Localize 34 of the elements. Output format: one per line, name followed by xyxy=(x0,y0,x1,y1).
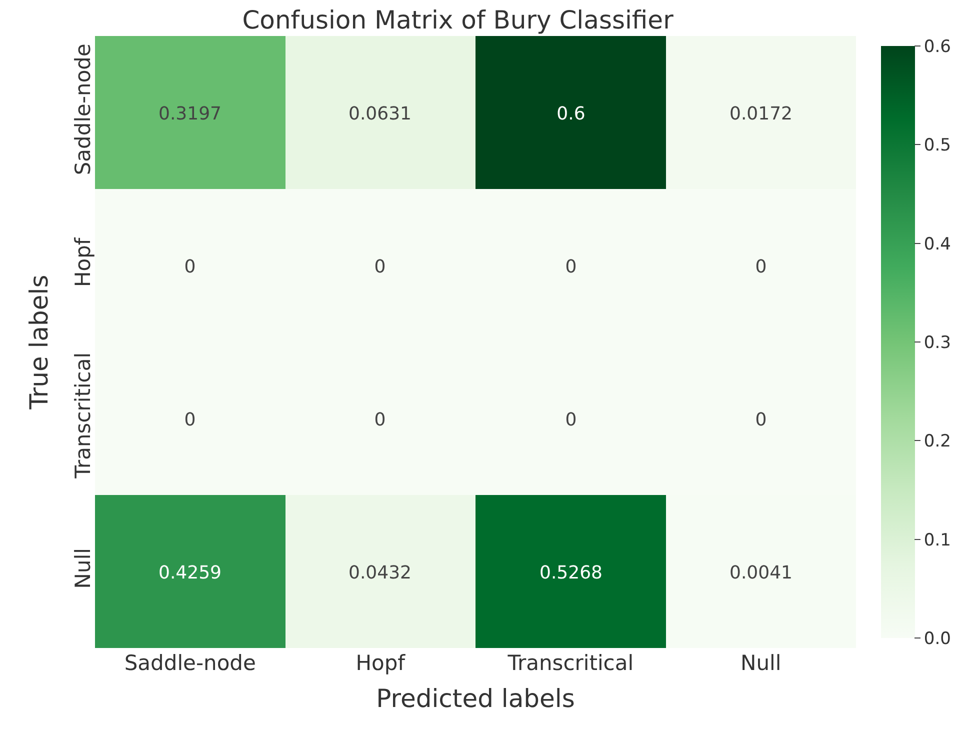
data-label: 0.4259 xyxy=(158,562,222,584)
x-tick-label: Transcritical xyxy=(506,651,634,675)
y-tick-label: Hopf xyxy=(70,237,95,288)
data-label: 0 xyxy=(374,409,386,430)
data-label: 0.6 xyxy=(556,103,586,124)
color-bar-label: 0.0 xyxy=(924,628,951,649)
data-label: 0.3197 xyxy=(158,103,222,124)
y-tick-label: Saddle-node xyxy=(70,44,95,176)
data-label: 0.0041 xyxy=(730,562,792,584)
x-axis-title: Predicted labels xyxy=(376,684,575,713)
color-bar-label: 0.3 xyxy=(924,332,951,353)
data-label: 0 xyxy=(184,409,196,430)
data-label: 0.0432 xyxy=(348,562,412,584)
x-tick-label: Null xyxy=(740,651,782,675)
chart-title: Confusion Matrix of Bury Classifier xyxy=(242,5,674,34)
color-bar-label: 0.4 xyxy=(924,234,951,254)
y-tick-label: Transcritical xyxy=(70,352,95,480)
color-bar-label: 0.1 xyxy=(924,530,951,550)
data-label: 0 xyxy=(184,256,196,278)
x-tick-label: Saddle-node xyxy=(124,651,256,675)
color-bar-label: 0.6 xyxy=(924,36,951,57)
data-label: 0 xyxy=(755,256,767,278)
x-tick-label: Hopf xyxy=(356,651,406,675)
data-label: 0 xyxy=(565,256,577,278)
data-label: 0.0631 xyxy=(348,103,412,124)
data-label: 0.0172 xyxy=(730,103,792,124)
y-tick-label: Null xyxy=(70,548,95,589)
y-axis-title: True labels xyxy=(24,274,54,410)
data-label: 0 xyxy=(565,409,577,430)
data-label: 0.5268 xyxy=(540,562,602,584)
color-bar-label: 0.5 xyxy=(924,136,951,156)
data-label: 0 xyxy=(374,256,386,278)
data-label: 0 xyxy=(755,409,767,430)
color-bar-label: 0.2 xyxy=(924,432,951,452)
